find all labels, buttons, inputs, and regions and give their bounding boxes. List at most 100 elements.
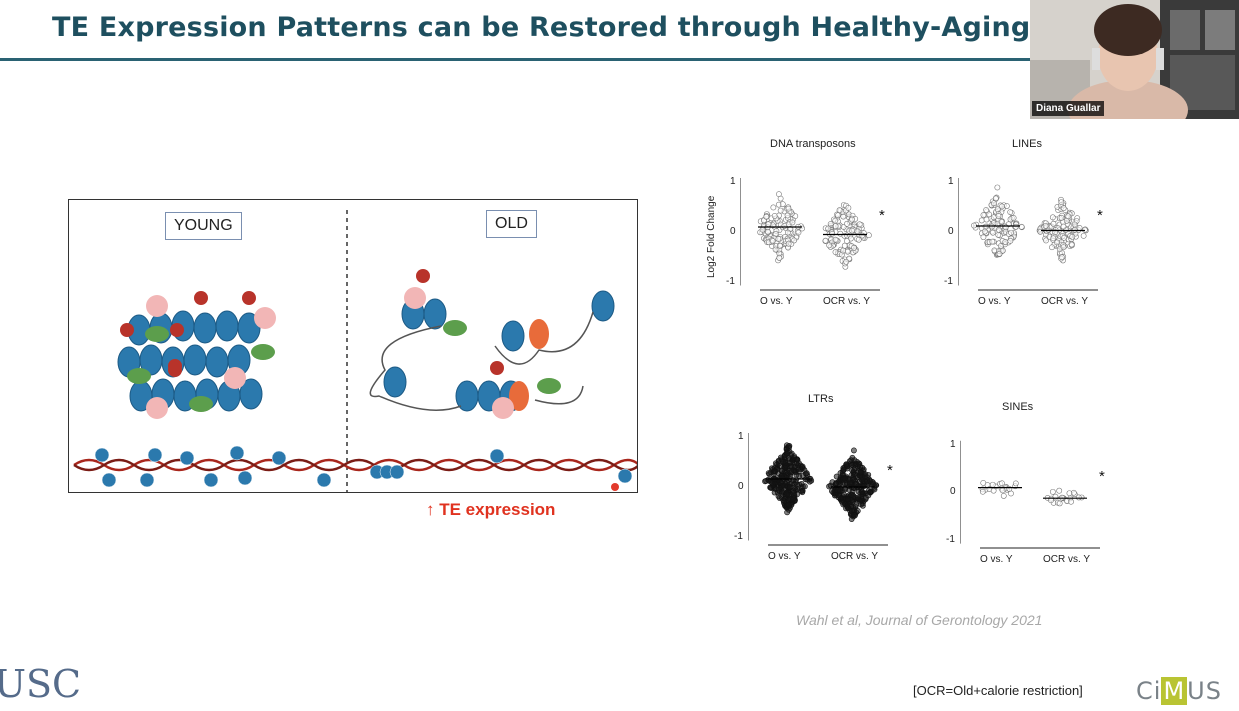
plot-3 — [960, 440, 1100, 549]
data-point — [1061, 234, 1067, 241]
data-point — [795, 229, 802, 236]
footnote: [OCR=Old+calorie restriction] — [913, 683, 1083, 698]
plot-title: LINEs — [1012, 138, 1042, 150]
data-point — [981, 228, 988, 235]
data-point — [837, 487, 843, 494]
data-point — [775, 236, 782, 242]
data-point — [790, 477, 797, 484]
data-point — [1070, 489, 1077, 496]
data-point — [1043, 237, 1049, 244]
data-point — [795, 468, 802, 475]
data-point — [832, 217, 839, 224]
data-point — [796, 481, 803, 488]
data-point — [992, 195, 999, 202]
data-point — [849, 216, 855, 223]
data-point — [1060, 205, 1067, 212]
citation: Wahl et al, Journal of Gerontology 2021 — [796, 612, 1043, 628]
data-point — [770, 204, 777, 211]
data-point — [854, 228, 861, 235]
data-point — [781, 454, 788, 460]
data-point — [840, 466, 847, 473]
data-point — [843, 258, 850, 265]
chromatin-illustration — [73, 210, 637, 492]
data-point — [774, 461, 780, 468]
data-point — [850, 512, 857, 518]
data-point — [991, 200, 997, 207]
data-point — [982, 223, 989, 230]
y-tick-label: 0 — [738, 481, 744, 492]
data-point — [1000, 493, 1007, 499]
data-point — [848, 457, 855, 464]
y-tick-label: 1 — [948, 176, 954, 187]
data-point — [999, 480, 1005, 487]
data-point — [771, 212, 778, 219]
data-point — [995, 213, 1002, 219]
data-point — [844, 496, 851, 503]
usc-logo: USC — [0, 662, 82, 706]
data-point — [986, 211, 992, 218]
data-point — [856, 461, 863, 467]
data-point — [844, 238, 850, 244]
data-point — [1007, 209, 1014, 216]
data-point — [784, 491, 790, 498]
data-point — [841, 475, 848, 482]
plot-title: DNA transposons — [770, 138, 856, 150]
data-point — [1049, 488, 1056, 495]
data-point — [790, 492, 797, 499]
data-point — [979, 488, 986, 495]
data-point — [784, 212, 791, 219]
data-point — [854, 508, 861, 514]
y-tick-label: 1 — [950, 438, 956, 450]
data-point — [799, 489, 806, 496]
data-point — [1018, 223, 1025, 230]
data-point — [842, 486, 848, 493]
data-point — [980, 212, 987, 218]
data-point — [836, 207, 843, 214]
x-tick-label: OCR vs. Y — [1043, 554, 1091, 565]
cimus-logo: CiMUS — [1136, 677, 1222, 705]
x-tick-label: OCR vs. Y — [1041, 296, 1089, 307]
y-tick-label: -1 — [946, 534, 955, 546]
data-point — [856, 221, 863, 228]
data-point — [989, 238, 996, 245]
data-point — [983, 207, 989, 213]
data-point — [799, 463, 806, 470]
data-point — [995, 226, 1002, 233]
data-point — [999, 203, 1005, 210]
data-point — [990, 214, 997, 221]
data-point — [1056, 487, 1063, 494]
data-point — [825, 225, 832, 232]
x-tick-label: O vs. Y — [768, 551, 801, 562]
data-point — [983, 216, 990, 223]
y-tick-label: -1 — [726, 276, 735, 287]
data-point — [803, 470, 810, 477]
data-point — [841, 491, 847, 498]
data-point — [971, 222, 977, 229]
data-point — [772, 476, 778, 483]
x-tick-label: OCR vs. Y — [823, 296, 871, 307]
data-point — [859, 489, 865, 496]
data-point — [1069, 233, 1076, 240]
plot-2 — [748, 433, 888, 546]
x-tick-label: OCR vs. Y — [831, 551, 879, 562]
data-point — [843, 505, 849, 512]
data-point — [989, 481, 996, 488]
data-point — [1080, 232, 1087, 239]
data-point — [1068, 498, 1074, 505]
webcam-name-label: Diana Guallar — [1032, 101, 1105, 116]
data-point — [1002, 239, 1009, 245]
significance-star: * — [1097, 207, 1103, 224]
significance-star: * — [879, 207, 885, 224]
data-point — [999, 247, 1006, 254]
data-point — [1042, 223, 1049, 229]
data-point — [859, 232, 866, 239]
data-point — [780, 458, 787, 465]
title-underline — [0, 58, 1035, 61]
data-point — [1058, 214, 1065, 221]
y-tick-label: 1 — [730, 176, 736, 187]
data-point — [980, 479, 987, 486]
data-point — [847, 479, 854, 486]
data-point — [765, 221, 772, 228]
data-point — [862, 473, 868, 480]
data-point — [849, 227, 855, 234]
